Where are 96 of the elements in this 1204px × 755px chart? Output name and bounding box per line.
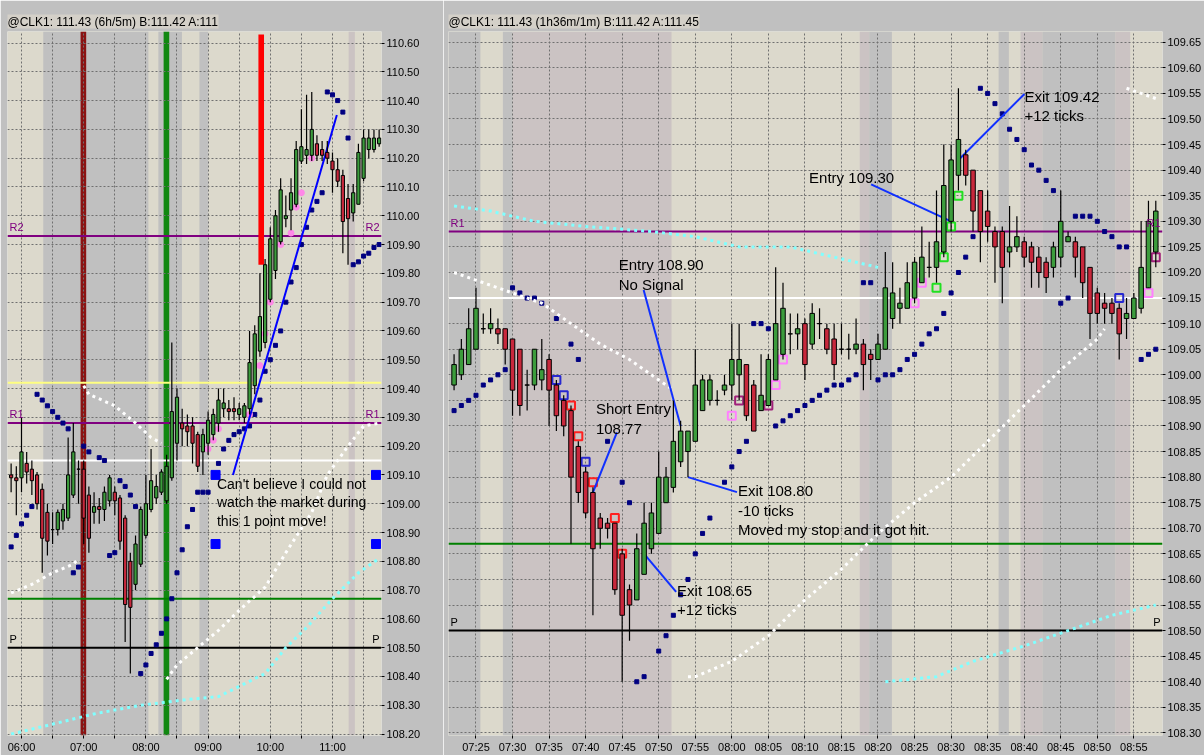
x-tick-label: 08:10 (791, 740, 819, 753)
y-tick-label: 108.80 (1167, 471, 1202, 484)
y-tick-label: 110.50 (386, 65, 420, 78)
y-tick-label: 110.10 (386, 180, 420, 193)
y-tick-label: 109.65 (1167, 36, 1202, 49)
y-tick-label: 110.60 (386, 37, 420, 50)
x-tick-label: 10:00 (256, 740, 285, 753)
y-tick-label: 108.50 (386, 641, 421, 654)
y-tick-label: 109.40 (386, 382, 421, 395)
y-tick-label: 109.90 (386, 238, 421, 251)
y-tick-label: 109.00 (386, 497, 421, 510)
y-tick-label: 109.70 (386, 296, 421, 309)
ref-line-label: P (450, 615, 458, 628)
y-tick-label: 109.55 (1167, 87, 1202, 100)
x-tick-label: 07:45 (608, 740, 636, 753)
y-tick-label: 108.80 (386, 555, 421, 568)
y-tick-label: 109.45 (1167, 138, 1202, 151)
y-tick-label: 109.60 (1167, 61, 1202, 74)
y-tick-label: 108.40 (386, 670, 421, 683)
chart-title: @CLK1: 111.43 (1h36m/1m) B:111.42 A:111.45 (448, 14, 700, 29)
y-tick-label: 109.05 (1167, 343, 1202, 356)
x-tick-label: 08:50 (1083, 740, 1112, 753)
ref-line-label: R1 (9, 408, 24, 421)
x-tick-label: 07:25 (462, 740, 490, 753)
annotation: Entry 109.30 (809, 169, 895, 187)
annotation: Can't believe I could not watch the market during this 1 point move! (215, 475, 367, 529)
annotation: Entry 108.90 No Signal (618, 255, 704, 293)
y-tick-label: 108.60 (386, 612, 421, 625)
y-tick-label: 109.50 (1167, 112, 1202, 125)
y-tick-label: 109.00 (1167, 368, 1202, 381)
x-tick-label: 08:45 (1046, 740, 1075, 753)
y-tick-label: 108.95 (1167, 394, 1202, 407)
y-tick-label: 109.30 (1167, 215, 1202, 228)
text: R2 (365, 220, 380, 233)
y-tick-label: 109.20 (1167, 266, 1202, 279)
x-tick-label: 08:55 (1120, 740, 1148, 753)
y-tick-label: 108.55 (1167, 599, 1202, 612)
y-tick-label: 110.30 (386, 123, 420, 136)
x-tick-label: 07:35 (535, 740, 563, 753)
annotation: Exit 108.80 -10 ticks Moved my stop and it got hit. (737, 482, 930, 539)
ref-line-label: R1 (450, 216, 465, 229)
x-tick-label: 07:55 (681, 740, 710, 753)
annotation: Exit 109.42 +12 ticks (1024, 87, 1100, 125)
x-tick-label: 07:30 (498, 740, 527, 753)
ref-line-label: R2 (9, 220, 24, 233)
y-tick-label: 109.60 (386, 324, 421, 337)
y-tick-label: 108.65 (1167, 547, 1202, 560)
text: P (1153, 615, 1161, 628)
x-tick-label: 07:00 (69, 740, 98, 753)
y-tick-label: 110.40 (386, 94, 420, 107)
chart-title: @CLK1: 111.43 (6h/5m) B:111.42 A:111 (7, 14, 219, 29)
y-tick-label: 109.35 (1167, 189, 1202, 202)
y-tick-label: 108.70 (386, 584, 421, 597)
annotation: Short Entry 108.77 (595, 400, 672, 438)
x-tick-label: 07:50 (644, 740, 673, 753)
y-tick-label: 108.20 (386, 728, 421, 741)
y-tick-label: 108.70 (1167, 522, 1202, 535)
y-tick-label: 109.15 (1167, 292, 1202, 305)
y-tick-label: 110.20 (386, 152, 420, 165)
y-tick-label: 109.25 (1167, 240, 1202, 253)
y-tick-label: 108.60 (1167, 573, 1202, 586)
ref-line-label: P (9, 632, 17, 645)
x-tick-label: 07:40 (571, 740, 600, 753)
x-tick-label: 08:00 (718, 740, 746, 753)
x-tick-label: 09:00 (194, 740, 222, 753)
y-tick-label: 108.50 (1167, 624, 1202, 637)
y-tick-label: 108.30 (1167, 726, 1202, 739)
x-tick-label: 11:00 (319, 740, 346, 753)
y-tick-label: 110.00 (386, 209, 420, 222)
text: P (372, 632, 380, 645)
y-tick-label: 108.85 (1167, 445, 1202, 458)
y-tick-label: 109.10 (1167, 317, 1202, 330)
y-tick-label: 108.90 (386, 526, 421, 539)
y-tick-label: 109.40 (1167, 164, 1202, 177)
y-tick-label: 109.50 (386, 353, 421, 366)
x-tick-label: 06:00 (7, 740, 36, 753)
x-tick-label: 08:05 (754, 740, 783, 753)
x-tick-label: 08:40 (1010, 740, 1038, 753)
text: R1 (365, 408, 380, 421)
y-tick-label: 109.10 (386, 468, 421, 481)
annotation: Exit 108.65 +12 ticks (677, 581, 753, 619)
y-tick-label: 109.80 (386, 267, 421, 280)
x-tick-label: 08:20 (864, 740, 892, 753)
y-tick-label: 108.40 (1167, 675, 1202, 688)
y-tick-label: 108.90 (1167, 419, 1202, 432)
y-tick-label: 108.45 (1167, 650, 1202, 663)
x-tick-label: 08:25 (900, 740, 929, 753)
x-tick-label: 08:35 (973, 740, 1002, 753)
y-tick-label: 108.30 (386, 699, 421, 712)
y-tick-label: 108.75 (1167, 496, 1202, 509)
y-tick-label: 109.20 (386, 440, 421, 453)
x-tick-label: 08:15 (827, 740, 856, 753)
x-tick-label: 08:00 (132, 740, 160, 753)
y-tick-label: 108.35 (1167, 701, 1202, 714)
y-tick-label: 109.30 (386, 411, 421, 424)
x-tick-label: 08:30 (937, 740, 965, 753)
